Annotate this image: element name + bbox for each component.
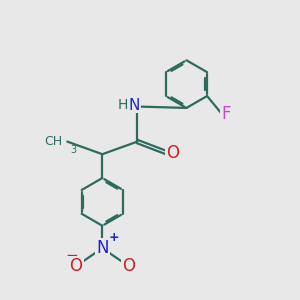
Text: O: O xyxy=(167,144,179,162)
Text: O: O xyxy=(69,257,82,275)
Text: CH: CH xyxy=(44,134,62,148)
Text: N: N xyxy=(129,98,140,112)
Text: N: N xyxy=(96,239,109,257)
Text: +: + xyxy=(109,231,119,244)
Text: H: H xyxy=(118,98,128,112)
Text: O: O xyxy=(122,257,136,275)
Text: F: F xyxy=(222,104,231,122)
Text: 3: 3 xyxy=(70,145,77,155)
Text: −: − xyxy=(65,248,78,263)
